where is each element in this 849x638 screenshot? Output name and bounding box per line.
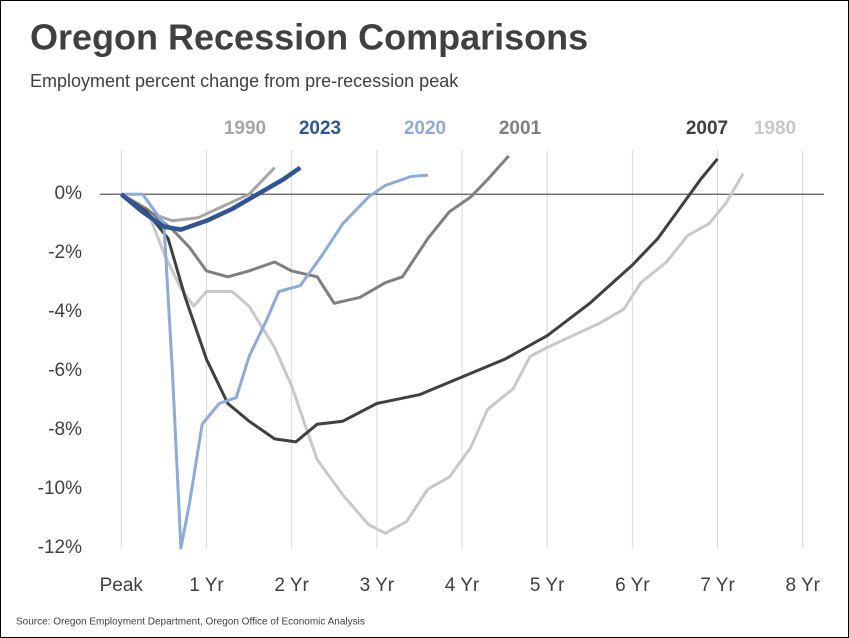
y-tick-label: -6% [48, 360, 82, 381]
y-tick-label: 0% [55, 183, 83, 204]
y-tick-label: -4% [48, 301, 82, 322]
x-tick-label: Peak [100, 575, 144, 596]
y-tick-label: -2% [48, 242, 82, 263]
x-tick-label: 6 Yr [615, 575, 650, 596]
series-label: 1980 [754, 118, 796, 139]
source-note: Source: Oregon Employment Department, Or… [16, 617, 365, 628]
x-tick-label: 3 Yr [360, 575, 395, 596]
series-line [119, 165, 302, 232]
x-tick-label: 2 Yr [274, 575, 309, 596]
y-tick-label: -8% [48, 419, 82, 440]
chart-subtitle: Employment percent change from pre-reces… [30, 71, 459, 91]
x-tick-label: 5 Yr [530, 575, 565, 596]
series-label: 2001 [499, 118, 542, 139]
series-line [120, 154, 510, 305]
series-label: 2020 [404, 118, 446, 139]
series-line [120, 157, 719, 444]
y-tick-label: -10% [38, 478, 82, 499]
x-tick-label: 7 Yr [700, 575, 735, 596]
series-line [121, 173, 429, 550]
series-line [120, 172, 745, 535]
chart-title: Oregon Recession Comparisons [30, 17, 588, 58]
series-label: 2007 [686, 118, 728, 139]
x-tick-label: 4 Yr [445, 575, 480, 596]
y-tick-label: -12% [38, 537, 82, 558]
x-tick-label: 1 Yr [189, 575, 224, 596]
x-tick-label: 8 Yr [785, 575, 820, 596]
series-label: 2023 [299, 118, 341, 139]
series-label: 1990 [224, 118, 266, 139]
